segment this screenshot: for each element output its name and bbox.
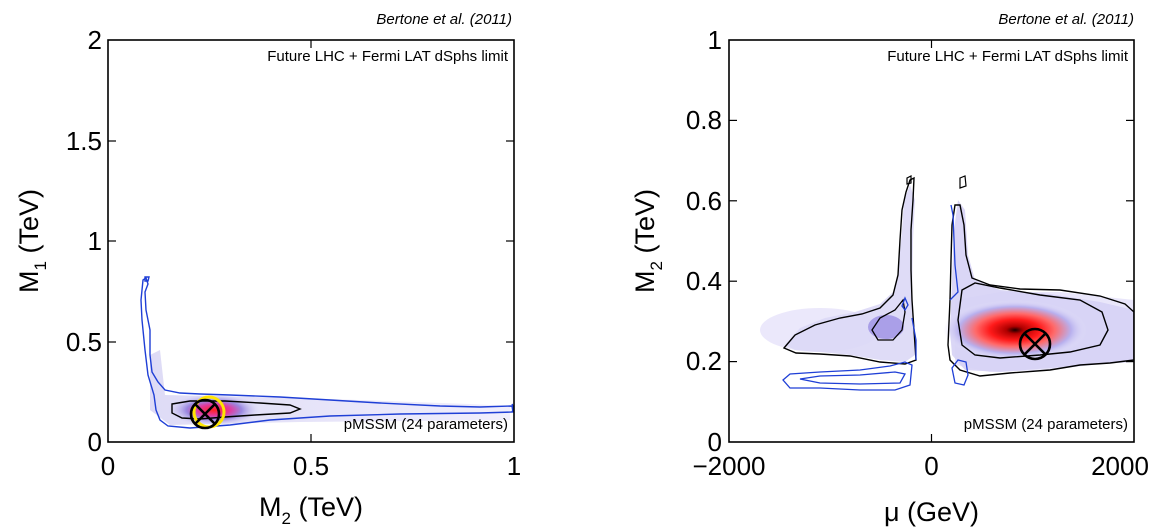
left-ytick-label: 1.5: [66, 126, 102, 156]
right-xtick-label: 0: [924, 451, 938, 481]
right-contour-95-island: [906, 175, 912, 185]
right-ytick-label: 0.8: [686, 105, 722, 135]
left-top-annotation: Future LHC + Fermi LAT dSphs limit: [267, 48, 509, 65]
left-ytick-label: 0: [88, 427, 102, 457]
left-xtick-label: 0.5: [293, 451, 329, 481]
right-contour-95-island: [959, 175, 967, 189]
left-contour-95: [140, 276, 514, 429]
right-yaxis-label: M2 (TeV): [630, 189, 666, 293]
right-tick-marks: [729, 40, 1134, 442]
right-xtick-label: 2000: [1091, 451, 1149, 481]
right-citation: Bertone et al. (2011): [998, 11, 1134, 28]
right-panel: −2000 0 2000 0 0.2 0.4 0.6 0.8 1 μ (GeV)…: [630, 11, 1149, 527]
left-ytick-label: 0.5: [66, 327, 102, 357]
left-tick-marks: [108, 40, 514, 442]
right-ytick-label: 0.6: [686, 186, 722, 216]
right-xaxis-label: μ (GeV): [884, 497, 979, 527]
right-contour-blue: [949, 204, 959, 301]
right-ytick-label: 0: [708, 427, 722, 457]
right-contour-blue: [901, 296, 909, 312]
right-contour-68: [957, 282, 1109, 359]
right-contour-blue: [799, 371, 907, 385]
left-xtick-label: 0: [101, 451, 115, 481]
right-bottom-annotation: pMSSM (24 parameters): [964, 416, 1128, 433]
left-contour-95-island: [144, 276, 150, 282]
right-contour-68: [871, 298, 906, 341]
left-citation: Bertone et al. (2011): [376, 11, 512, 28]
right-ytick-label: 0.4: [686, 266, 722, 296]
right-posterior-left-core: [868, 315, 904, 339]
left-plot-frame: [107, 39, 515, 443]
right-ytick-label: 0.2: [686, 346, 722, 376]
left-yaxis-label: M1 (TeV): [14, 189, 50, 293]
left-best-fit-marker: [189, 398, 221, 430]
right-top-annotation: Future LHC + Fermi LAT dSphs limit: [887, 48, 1129, 65]
right-contour-95: [782, 176, 917, 365]
right-contour-blue: [951, 359, 969, 386]
right-posterior: [760, 175, 1134, 391]
left-xtick-label: 1: [507, 451, 521, 481]
left-panel: 0 0.5 1 0 0.5 1 1.5 2 M2 (TeV) M1 (TeV) …: [14, 11, 521, 528]
right-plot-frame: [728, 39, 1135, 443]
left-ytick-label: 2: [88, 25, 102, 55]
right-contour-blue: [782, 361, 913, 391]
right-posterior-peak: [943, 300, 1087, 360]
left-xaxis-label: M2 (TeV): [259, 492, 363, 528]
left-bottom-annotation: pMSSM (24 parameters): [344, 416, 508, 433]
right-contour-blue: [911, 317, 917, 360]
right-xtick-label: −2000: [692, 451, 765, 481]
right-ytick-label: 1: [708, 25, 722, 55]
right-contour-95: [947, 204, 1134, 377]
left-contour-95-edge: [511, 403, 514, 413]
left-ytick-label: 1: [88, 226, 102, 256]
right-best-fit-marker: [1018, 327, 1052, 361]
left-contour-68: [171, 400, 302, 420]
